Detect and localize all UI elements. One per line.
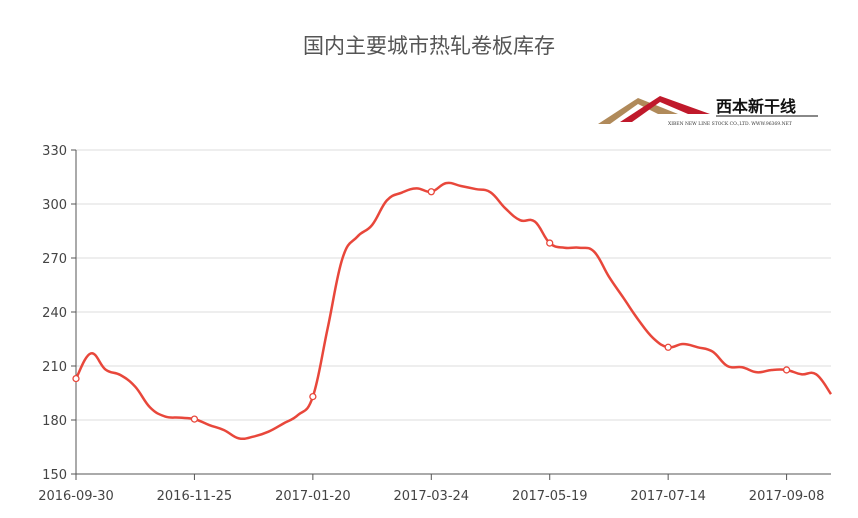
- x-tick-label: 2017-03-24: [394, 489, 470, 504]
- data-point: [427, 188, 435, 196]
- y-tick-label: 210: [42, 360, 67, 375]
- data-point: [782, 366, 791, 374]
- data-point: [190, 415, 199, 423]
- y-tick-label: 150: [42, 468, 67, 483]
- series-line: [74, 181, 833, 441]
- y-tick-label: 240: [42, 306, 67, 321]
- data-point: [664, 343, 672, 351]
- xiben-logo: 西本新干线 XIBEN NEW LINE STOCK CO.,LTD. WWW.…: [598, 96, 818, 127]
- y-tick-label: 330: [42, 144, 67, 159]
- data-point: [546, 239, 554, 247]
- x-tick-label: 2017-05-19: [512, 489, 588, 504]
- x-tick-label: 2017-01-20: [275, 489, 351, 504]
- chart-title: 国内主要城市热轧卷板库存: [303, 34, 555, 58]
- data-point: [309, 392, 317, 401]
- x-tick-label: 2017-07-14: [630, 489, 706, 504]
- svg-text:西本新干线: 西本新干线: [716, 97, 796, 116]
- svg-text:XIBEN NEW LINE STOCK CO.,LTD.: XIBEN NEW LINE STOCK CO.,LTD. WWW.96369.…: [668, 121, 792, 127]
- y-tick-label: 270: [42, 252, 67, 267]
- y-tick-label: 180: [42, 414, 67, 429]
- x-tick-label: 2016-11-25: [157, 489, 233, 504]
- x-tick-label: 2017-09-08: [749, 489, 825, 504]
- y-tick-label: 300: [42, 198, 67, 213]
- data-point: [72, 374, 80, 383]
- x-tick-label: 2016-09-30: [38, 489, 114, 504]
